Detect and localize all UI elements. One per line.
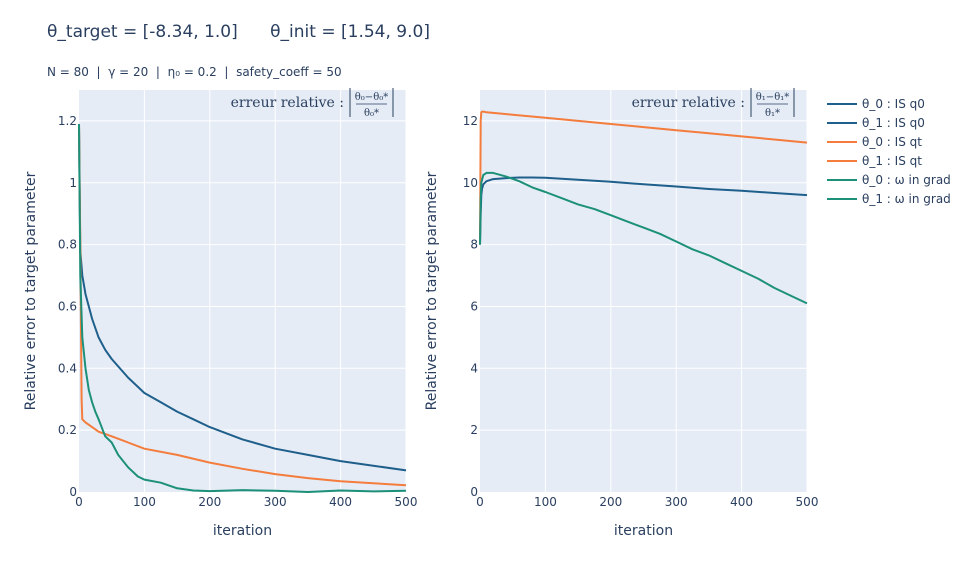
y-tick-label: 0.8 (58, 238, 77, 252)
y-tick-label: 0.6 (58, 299, 77, 313)
series-line (78, 123, 407, 487)
x-tick-label: 100 (133, 495, 156, 509)
y-tick-label: 4 (470, 361, 478, 375)
subplot-1: 0 100 200 300 400 500 0 0.2 0.4 0.6 0.8 1 1.2 iterati… (23, 88, 417, 539)
x-tick-label: 500 (796, 495, 819, 509)
legend-item[interactable]: θ_0 : IS q0 (827, 97, 925, 111)
annotation-denominator: θ₁* (765, 108, 780, 119)
legend-label: θ_0 : IS qt (862, 135, 922, 149)
legend-label: θ_1 : IS qt (862, 154, 922, 168)
legend-item[interactable]: θ_1 : IS q0 (827, 116, 925, 130)
chart-title: θ_target = [-8.34, 1.0] θ_init = [1.54, … (47, 22, 430, 42)
legend-label: θ_1 : ω in grad (862, 192, 951, 206)
x-tick-label: 400 (329, 495, 352, 509)
y-tick-label: 8 (470, 238, 478, 252)
x-tick-label: 300 (665, 495, 688, 509)
x-axis-title: iteration (614, 523, 673, 539)
legend-item[interactable]: θ_0 : IS qt (827, 135, 922, 149)
x-tick-label: 100 (534, 495, 557, 509)
chart-subtitle: N = 80 | γ = 20 | η₀ = 0.2 | safety_coef… (47, 65, 342, 79)
y-tick-label: 12 (463, 114, 478, 128)
x-tick-label: 0 (476, 495, 484, 509)
y-axis-title: Relative error to target parameter (424, 171, 440, 410)
x-tick-label: 400 (730, 495, 753, 509)
series-line (78, 123, 407, 493)
x-axis-title: iteration (213, 523, 272, 539)
y-tick-label: 0.2 (58, 423, 77, 437)
y-tick-label: 0 (470, 485, 478, 499)
x-tick-label: 500 (395, 495, 418, 509)
legend-item[interactable]: θ_0 : ω in grad (827, 173, 951, 187)
legend-label: θ_0 : ω in grad (862, 173, 951, 187)
y-axis-title: Relative error to target parameter (23, 171, 39, 410)
x-tick-label: 300 (264, 495, 287, 509)
legend-label: θ_0 : IS q0 (862, 97, 925, 111)
annotation-numerator: θ₁−θ₁* (756, 92, 789, 103)
y-tick-label: 1.2 (58, 114, 77, 128)
annotation-prefix: erreur relative : (632, 95, 745, 111)
y-tick-label: 1 (69, 176, 77, 190)
legend: θ_0 : IS q0 θ_1 : IS q0 θ_0 : IS qt θ_1 : I… (827, 97, 951, 206)
x-tick-label: 0 (75, 495, 83, 509)
y-tick-label: 2 (470, 423, 478, 437)
y-tick-label: 6 (470, 299, 478, 313)
y-tick-label: 0.4 (58, 361, 77, 375)
y-tick-label: 0 (69, 485, 77, 499)
legend-label: θ_1 : IS q0 (862, 116, 925, 130)
annotation-prefix: erreur relative : (231, 95, 344, 111)
series-line (479, 171, 808, 305)
subplot-2: 0 100 200 300 400 500 0 2 4 6 8 10 12 iteration Relati… (424, 88, 818, 539)
series-line (78, 123, 407, 472)
legend-item[interactable]: θ_1 : ω in grad (827, 192, 951, 206)
annotation: θ₀−θ₀* θ₀* erreur relative : (231, 88, 394, 119)
y-tick-label: 10 (463, 176, 478, 190)
annotation-numerator: θ₀−θ₀* (355, 92, 388, 103)
series-line (479, 110, 808, 245)
plot-area (480, 90, 807, 492)
x-tick-label: 200 (599, 495, 622, 509)
annotation-denominator: θ₀* (364, 108, 379, 119)
legend-item[interactable]: θ_1 : IS qt (827, 154, 922, 168)
annotation: θ₁−θ₁* θ₁* erreur relative : (632, 88, 795, 119)
x-tick-label: 200 (198, 495, 221, 509)
plot-area (79, 90, 406, 492)
